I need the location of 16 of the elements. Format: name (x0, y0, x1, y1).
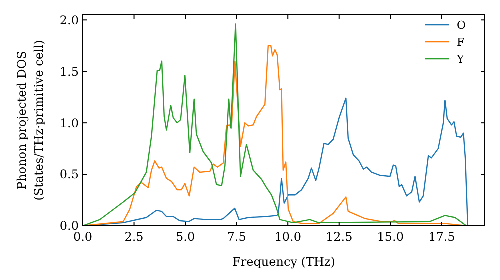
x-tick-label: 10.0 (274, 230, 302, 244)
legend-label: Y (456, 52, 465, 66)
x-tick-label: 12.5 (326, 230, 353, 244)
legend-label: F (457, 36, 465, 49)
y-axis-title: Phonon projected DOS (States/THz·primitive cell) (15, 40, 46, 201)
x-axis-title: Frequency (THz) (232, 255, 336, 269)
legend-label: O (457, 18, 466, 32)
y-tick-label: 1.5 (60, 64, 79, 79)
x-tick-label: 17.5 (428, 230, 456, 244)
x-tick-label: 15.0 (377, 230, 404, 244)
y-tick-label: 2.0 (60, 13, 79, 28)
x-tick-label: 2.5 (124, 230, 144, 244)
y-tick-label: 1.0 (60, 116, 79, 130)
y-tick-label: 0.5 (60, 168, 79, 182)
x-tick-label: 7.5 (227, 230, 246, 244)
x-tick-label: 5.0 (176, 230, 196, 244)
